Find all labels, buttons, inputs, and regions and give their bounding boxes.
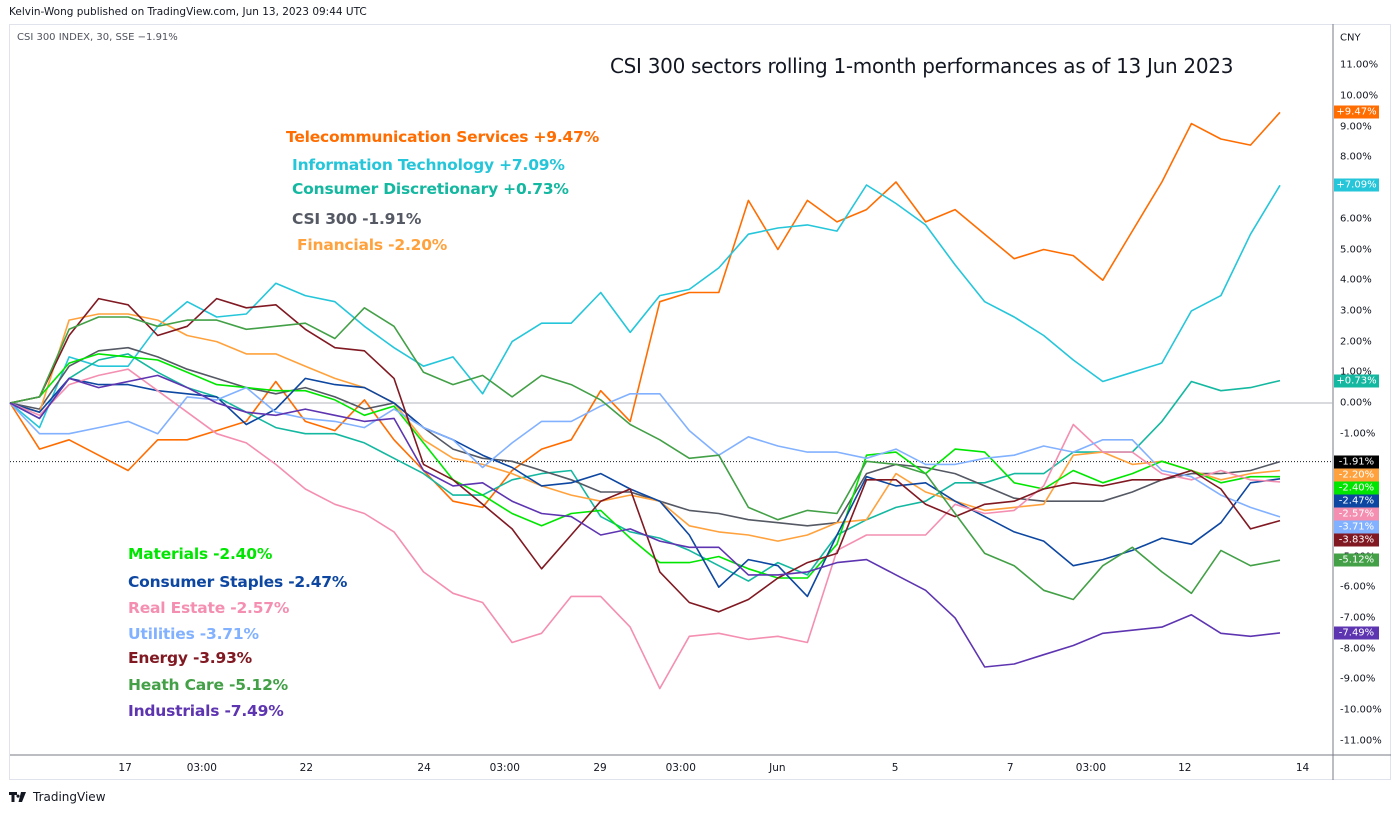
- series-line-materials: [9, 353, 1280, 579]
- legend-consumer-discretionary: Consumer Discretionary +0.73%: [292, 180, 569, 198]
- legend-energy: Energy -3.93%: [128, 649, 252, 667]
- tradingview-logo-icon: [9, 792, 26, 802]
- y-tick-label: -7.00%: [1340, 612, 1376, 624]
- series-line-industrials: [9, 374, 1281, 668]
- price-badge: -2.20%: [1334, 468, 1379, 482]
- x-tick-label: Jun: [769, 762, 786, 774]
- y-tick-label: 10.00%: [1340, 90, 1379, 102]
- legend-health-care: Heath Care -5.12%: [128, 676, 288, 694]
- chart-frame: [9, 24, 1391, 780]
- legend-info-tech: Information Technology +7.09%: [292, 156, 565, 174]
- published-caption: Kelvin-Wong published on TradingView.com…: [9, 6, 367, 18]
- y-tick-label: -10.00%: [1340, 704, 1382, 716]
- series-line-information-technology: [9, 184, 1281, 429]
- footer: TradingView: [9, 790, 106, 804]
- y-tick-label: -6.00%: [1340, 581, 1376, 593]
- price-badge: +0.73%: [1334, 374, 1379, 388]
- legend-telecom: Telecommunication Services +9.47%: [286, 128, 600, 146]
- x-tick-label: 5: [891, 762, 899, 774]
- x-tick-label: 03:00: [1075, 762, 1107, 774]
- series-line-financials: [9, 313, 1281, 542]
- legend-financials: Financials -2.20%: [297, 236, 448, 254]
- y-tick-label: 0.00%: [1340, 397, 1372, 409]
- legend-materials: Materials -2.40%: [128, 545, 273, 563]
- symbol-info: CSI 300 INDEX, 30, SSE −1.91%: [17, 32, 178, 43]
- series-line-heath-care: [9, 306, 1281, 601]
- series-line-utilities: [9, 386, 1281, 518]
- y-tick-label: 8.00%: [1340, 151, 1372, 163]
- y-tick-label: -11.00%: [1340, 735, 1382, 747]
- legend-utilities: Utilities -3.71%: [128, 625, 259, 643]
- price-badge: -3.71%: [1334, 520, 1379, 534]
- series-line-csi-300: [9, 346, 1281, 527]
- y-tick-label: 5.00%: [1340, 244, 1372, 255]
- x-tick-label: 12: [1178, 762, 1192, 774]
- x-tick-label: 17: [118, 762, 132, 774]
- price-badge: -3.83%: [1334, 533, 1379, 547]
- y-tick-label: -1.00%: [1340, 428, 1376, 440]
- footer-brand: TradingView: [33, 790, 106, 804]
- x-tick-label: 29: [593, 762, 607, 774]
- x-tick-label: 7: [1006, 762, 1014, 774]
- y-tick-label: 4.00%: [1340, 274, 1372, 286]
- y-tick-label: -9.00%: [1340, 673, 1376, 685]
- x-tick-label: 03:00: [186, 762, 217, 774]
- x-tick-label: 24: [417, 762, 431, 774]
- price-badge: -1.91%: [1334, 455, 1379, 469]
- series-line-telecommunication-services: [9, 111, 1281, 509]
- y-tick-label: 2.00%: [1340, 336, 1372, 348]
- legend-industrials: Industrials -7.49%: [128, 702, 284, 720]
- y-tick-label: 3.00%: [1340, 305, 1372, 317]
- chart-title: CSI 300 sectors rolling 1-month performa…: [610, 54, 1234, 78]
- legend-consumer-staples: Consumer Staples -2.47%: [128, 573, 348, 591]
- price-badge: +9.47%: [1334, 105, 1379, 119]
- series-line-consumer-staples: [9, 377, 1281, 598]
- y-tick-label: 6.00%: [1340, 213, 1372, 225]
- price-badge: -2.47%: [1334, 494, 1379, 508]
- x-tick-label: 03:00: [489, 762, 520, 774]
- x-tick-label: 14: [1295, 762, 1310, 774]
- price-badge: -5.12%: [1334, 553, 1379, 567]
- series-line-energy: [9, 297, 1281, 613]
- series-line-real-estate: [9, 368, 1281, 690]
- price-badge: -7.49%: [1334, 626, 1379, 640]
- x-tick-label: 03:00: [665, 762, 696, 774]
- y-tick-label: 1.00%: [1340, 366, 1372, 378]
- y-tick-label: 11.00%: [1340, 59, 1379, 71]
- price-badge: +7.09%: [1334, 178, 1379, 192]
- currency-label: CNY: [1340, 32, 1361, 44]
- y-tick-label: 9.00%: [1340, 121, 1372, 133]
- y-tick-label: -8.00%: [1340, 643, 1376, 655]
- x-tick-label: 22: [299, 762, 314, 774]
- legend-real-estate: Real Estate -2.57%: [128, 599, 290, 617]
- price-badge: -2.57%: [1334, 507, 1379, 521]
- legend-csi300: CSI 300 -1.91%: [292, 210, 422, 228]
- price-badge: -2.40%: [1334, 481, 1379, 495]
